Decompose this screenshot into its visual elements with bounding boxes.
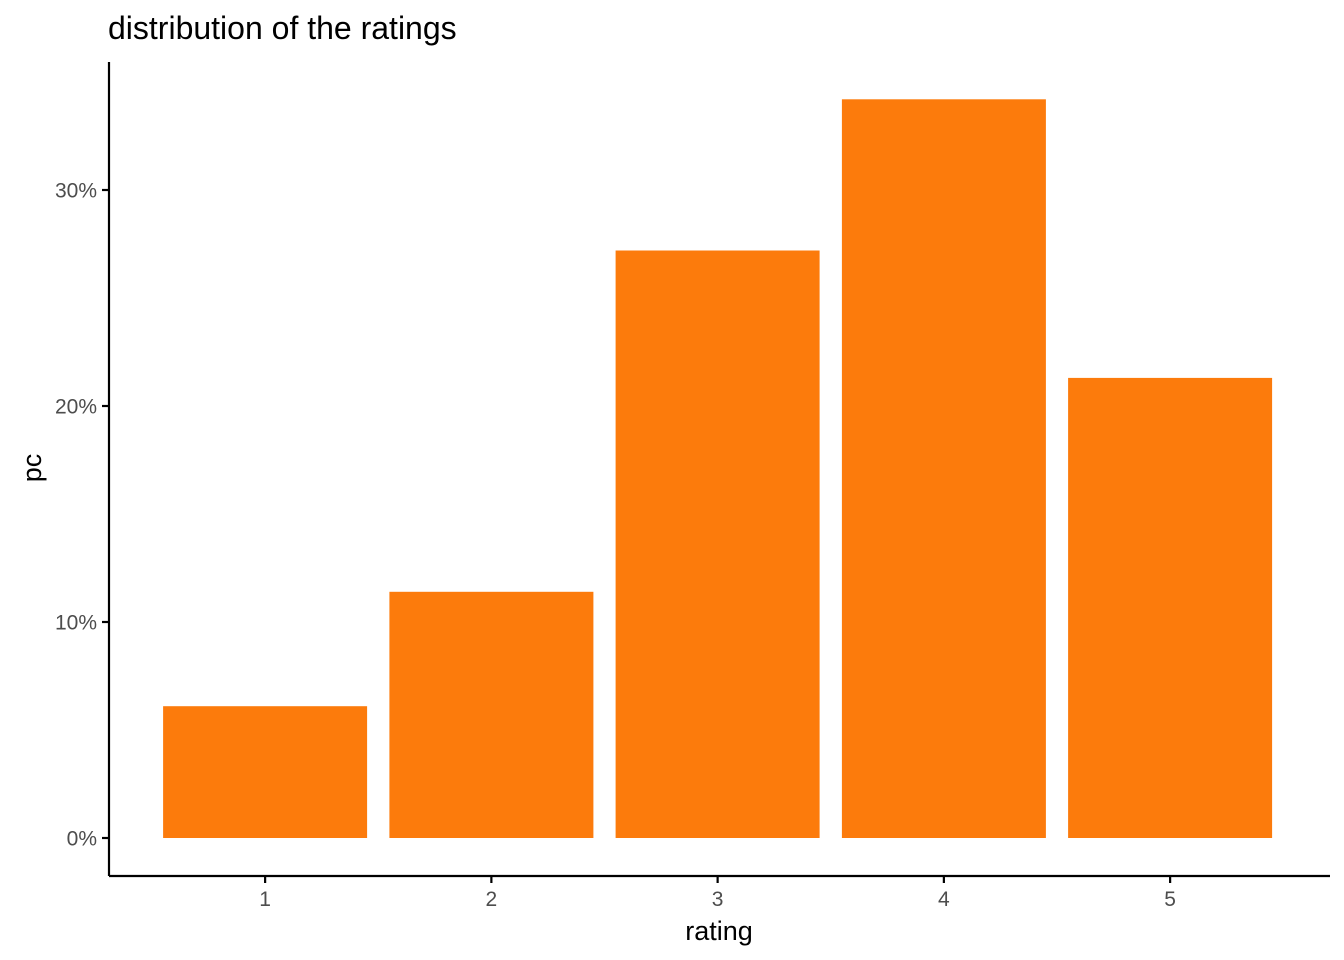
y-tick-label: 30% xyxy=(55,180,97,203)
x-tick-label: 5 xyxy=(1164,888,1176,911)
y-axis-ticks: 0% 10% 20% 30% xyxy=(55,180,109,851)
y-tick-label: 10% xyxy=(55,612,97,635)
y-tick-label: 20% xyxy=(55,396,97,419)
y-tick-label: 0% xyxy=(67,828,97,851)
bars xyxy=(163,99,1273,839)
x-axis-ticks: 1 2 3 4 5 xyxy=(259,876,1176,911)
y-axis-title: pc xyxy=(17,454,47,483)
chart-title: distribution of the ratings xyxy=(108,10,457,46)
bar-rating-5 xyxy=(1068,377,1273,838)
bar-rating-1 xyxy=(163,706,368,838)
bar-rating-2 xyxy=(389,591,594,838)
bar-rating-4 xyxy=(841,99,1046,839)
plot-area: 0% 10% 20% 30% 1 2 3 4 5 xyxy=(55,62,1330,911)
x-tick-label: 2 xyxy=(486,888,498,911)
bar-rating-3 xyxy=(615,250,820,838)
x-tick-label: 3 xyxy=(712,888,724,911)
x-tick-label: 1 xyxy=(259,888,271,911)
x-axis-title: rating xyxy=(685,916,753,946)
x-tick-label: 4 xyxy=(938,888,950,911)
